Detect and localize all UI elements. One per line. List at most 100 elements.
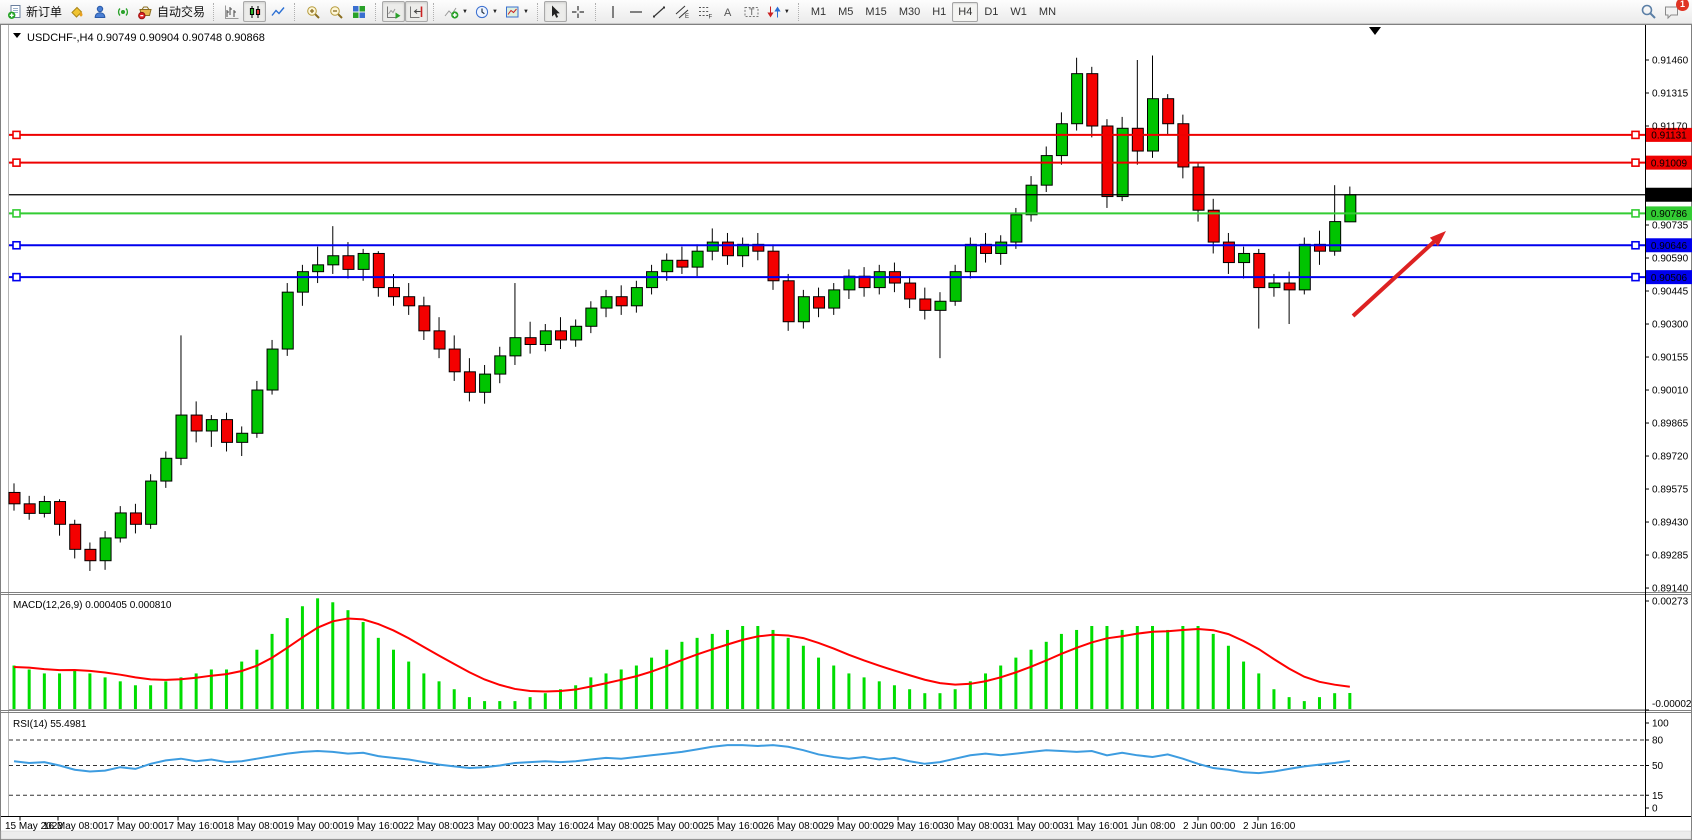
fibonacci-button[interactable]: F: [694, 1, 717, 22]
tf-button-W1[interactable]: W1: [1004, 2, 1033, 22]
trendline-icon: [653, 6, 666, 17]
svg-text:0.90506: 0.90506: [1651, 273, 1688, 284]
svg-text:0.89140: 0.89140: [1652, 584, 1689, 595]
new-order-button[interactable]: 新订单: [4, 1, 65, 22]
text-label-button[interactable]: T: [740, 1, 763, 22]
svg-text:0.89285: 0.89285: [1652, 551, 1689, 562]
line-chart-button[interactable]: [266, 1, 289, 22]
fibonacci-icon: F: [699, 6, 713, 20]
new-order-label: 新订单: [26, 5, 63, 19]
svg-text:F: F: [709, 14, 713, 20]
svg-text:0.90786: 0.90786: [1651, 209, 1688, 220]
macd-label: MACD(12,26,9) 0.000405 0.000810: [13, 600, 172, 611]
toolbar-separator: [536, 2, 539, 21]
indicators-icon: [444, 7, 459, 19]
signal-button[interactable]: [111, 1, 134, 22]
svg-text:T: T: [749, 7, 755, 17]
svg-text:23 May 00:00: 23 May 00:00: [463, 821, 524, 832]
bar-chart-button[interactable]: [220, 1, 243, 22]
arrows-button[interactable]: ▼: [763, 1, 793, 22]
text-label-icon: T: [744, 6, 759, 17]
svg-text:0.90445: 0.90445: [1652, 287, 1689, 298]
rsi-panel: 100 80 50 15 0: [9, 719, 1669, 815]
svg-text:30 May 08:00: 30 May 08:00: [943, 821, 1004, 832]
annotations[interactable]: [1351, 27, 1446, 318]
symbol-dropdown-icon[interactable]: [13, 33, 21, 38]
tf-button-D1[interactable]: D1: [978, 2, 1004, 22]
price-axis[interactable]: 0.91460 0.91315 0.91170 0.90735 0.90590 0.904…: [1645, 56, 1689, 595]
time-marker-icon: [1369, 27, 1381, 35]
vertical-line-icon: [612, 5, 614, 18]
tf-button-M15[interactable]: M15: [859, 2, 892, 22]
trendline-button[interactable]: [648, 1, 671, 22]
channel-button[interactable]: E: [671, 1, 694, 22]
tf-button-H4[interactable]: H4: [952, 1, 979, 22]
periods-button[interactable]: ▼: [471, 1, 501, 22]
crosshair-button[interactable]: [567, 1, 590, 22]
svg-text:0.91131: 0.91131: [1651, 131, 1687, 142]
auto-trading-icon: [138, 6, 152, 19]
publisher-button[interactable]: [88, 1, 111, 22]
vertical-line-button[interactable]: [602, 1, 625, 22]
svg-text:16 May 08:00: 16 May 08:00: [43, 821, 104, 832]
chat-button[interactable]: 1: [1660, 0, 1689, 22]
horizontal-line-button[interactable]: [625, 1, 648, 22]
toolbar-right-group: 1: [1637, 0, 1689, 22]
signal-icon: [117, 7, 128, 16]
svg-text:A: A: [724, 7, 732, 19]
auto-trading-label: 自动交易: [157, 5, 206, 19]
candlestick-chart-button[interactable]: [243, 1, 267, 22]
auto-trading-button[interactable]: 自动交易: [134, 1, 208, 22]
tf-button-M5[interactable]: M5: [832, 2, 859, 22]
paint-bucket-button[interactable]: [65, 1, 88, 22]
svg-text:2 Jun 16:00: 2 Jun 16:00: [1243, 821, 1296, 832]
toolbar-separator: [213, 2, 215, 21]
macd-panel: 0.00273 -0.000024: [9, 597, 1692, 711]
auto-scroll-icon: [387, 6, 401, 19]
trend-arrow: [1351, 237, 1439, 318]
text-button[interactable]: A: [717, 1, 740, 22]
svg-text:29 May 00:00: 29 May 00:00: [823, 821, 884, 832]
tile-windows-button[interactable]: [347, 1, 370, 22]
chart-area[interactable]: 0.91131 0.91009 0.90868 0.90786 0.90646 0.905…: [0, 24, 1692, 840]
timeframe-group: M1 M5 M15 M30 H1 H4 D1 W1 MN: [805, 1, 1062, 22]
paint-bucket-icon: [70, 6, 83, 18]
cursor-button[interactable]: [543, 1, 567, 22]
new-order-icon: [8, 4, 21, 19]
zoom-out-button[interactable]: [324, 1, 347, 22]
auto-scroll-button[interactable]: [382, 1, 406, 22]
rsi-label: RSI(14) 55.4981: [13, 719, 87, 730]
svg-text:15: 15: [1652, 791, 1664, 802]
svg-text:0.89865: 0.89865: [1652, 419, 1689, 430]
svg-text:19 May 16:00: 19 May 16:00: [343, 821, 404, 832]
crosshair-icon: [572, 5, 585, 18]
chart-shift-icon: [410, 6, 423, 18]
zoom-out-icon: [329, 5, 343, 19]
arrows-icon: [767, 6, 781, 17]
horizontal-level-lines[interactable]: 0.91131 0.91009 0.90868 0.90786 0.90646 0.905…: [9, 127, 1692, 285]
tf-button-MN[interactable]: MN: [1033, 2, 1062, 22]
svg-text:1 Jun 08:00: 1 Jun 08:00: [1123, 821, 1176, 832]
toolbar-separator: [594, 2, 597, 21]
svg-text:0.90646: 0.90646: [1651, 241, 1688, 252]
search-button[interactable]: [1637, 1, 1660, 22]
svg-text:0.91170: 0.91170: [1652, 122, 1688, 133]
line-chart-icon: [270, 6, 285, 16]
tf-button-M1[interactable]: M1: [805, 2, 832, 22]
indicators-button[interactable]: ▼: [440, 1, 471, 22]
zoom-in-button[interactable]: [301, 1, 324, 22]
zoom-in-icon: [306, 5, 320, 19]
svg-text:24 May 08:00: 24 May 08:00: [583, 821, 644, 832]
tf-button-M30[interactable]: M30: [893, 2, 926, 22]
chart-frame: [0, 24, 1692, 840]
tf-button-H1[interactable]: H1: [926, 2, 952, 22]
chart-shift-button[interactable]: [405, 1, 429, 22]
svg-text:50: 50: [1652, 761, 1664, 772]
svg-text:-0.000024: -0.000024: [1652, 699, 1692, 710]
templates-button[interactable]: ▼: [501, 1, 532, 22]
svg-text:0.89575: 0.89575: [1652, 485, 1689, 496]
svg-text:31 May 00:00: 31 May 00:00: [1003, 821, 1064, 832]
svg-text:17 May 16:00: 17 May 16:00: [163, 821, 224, 832]
svg-text:0.00273: 0.00273: [1652, 597, 1689, 608]
